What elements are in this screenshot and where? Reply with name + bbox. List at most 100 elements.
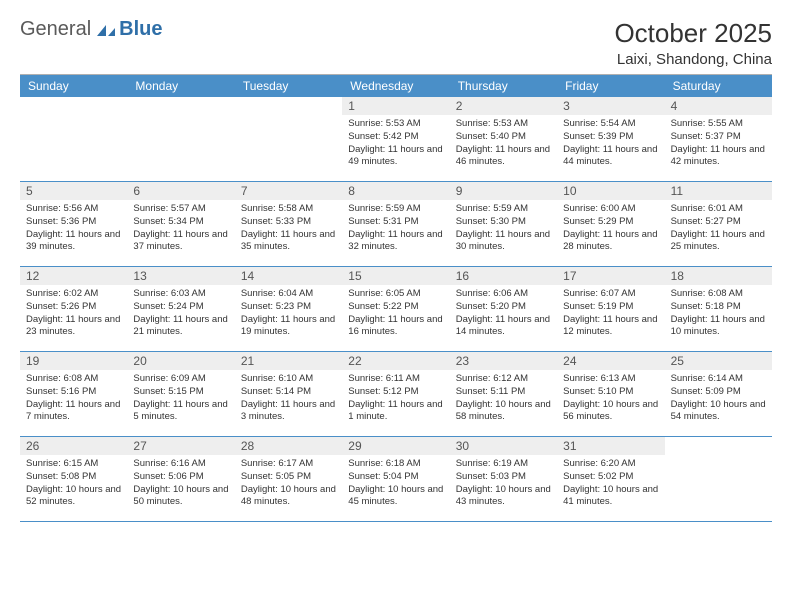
daylight-text: Daylight: 11 hours and 46 minutes. xyxy=(456,144,551,170)
sunrise-text: Sunrise: 6:19 AM xyxy=(456,458,551,471)
day-number: 24 xyxy=(557,352,664,370)
day-details: Sunrise: 6:04 AMSunset: 5:23 PMDaylight:… xyxy=(235,285,342,343)
sunset-text: Sunset: 5:24 PM xyxy=(133,301,228,314)
day-details: Sunrise: 6:13 AMSunset: 5:10 PMDaylight:… xyxy=(557,370,664,428)
day-details: Sunrise: 6:02 AMSunset: 5:26 PMDaylight:… xyxy=(20,285,127,343)
calendar-cell: 6Sunrise: 5:57 AMSunset: 5:34 PMDaylight… xyxy=(127,182,234,266)
sunrise-text: Sunrise: 6:11 AM xyxy=(348,373,443,386)
calendar: SundayMondayTuesdayWednesdayThursdayFrid… xyxy=(20,74,772,522)
sunrise-text: Sunrise: 5:59 AM xyxy=(348,203,443,216)
sunset-text: Sunset: 5:33 PM xyxy=(241,216,336,229)
calendar-cell-empty xyxy=(665,437,772,521)
calendar-cell: 21Sunrise: 6:10 AMSunset: 5:14 PMDayligh… xyxy=(235,352,342,436)
day-number: 25 xyxy=(665,352,772,370)
day-details: Sunrise: 6:10 AMSunset: 5:14 PMDaylight:… xyxy=(235,370,342,428)
day-number: 3 xyxy=(557,97,664,115)
sunrise-text: Sunrise: 5:53 AM xyxy=(456,118,551,131)
calendar-cell: 7Sunrise: 5:58 AMSunset: 5:33 PMDaylight… xyxy=(235,182,342,266)
calendar-weeks: 1Sunrise: 5:53 AMSunset: 5:42 PMDaylight… xyxy=(20,97,772,522)
daylight-text: Daylight: 11 hours and 12 minutes. xyxy=(563,314,658,340)
weekday-header: Saturday xyxy=(665,75,772,97)
day-number: 19 xyxy=(20,352,127,370)
sunrise-text: Sunrise: 6:02 AM xyxy=(26,288,121,301)
page-title: October 2025 xyxy=(614,18,772,49)
calendar-week: 1Sunrise: 5:53 AMSunset: 5:42 PMDaylight… xyxy=(20,97,772,182)
day-number: 16 xyxy=(450,267,557,285)
sunset-text: Sunset: 5:16 PM xyxy=(26,386,121,399)
day-details: Sunrise: 6:01 AMSunset: 5:27 PMDaylight:… xyxy=(665,200,772,258)
calendar-cell: 31Sunrise: 6:20 AMSunset: 5:02 PMDayligh… xyxy=(557,437,664,521)
day-number: 1 xyxy=(342,97,449,115)
day-number: 9 xyxy=(450,182,557,200)
calendar-cell-empty xyxy=(235,97,342,181)
day-number: 4 xyxy=(665,97,772,115)
sunset-text: Sunset: 5:11 PM xyxy=(456,386,551,399)
day-details: Sunrise: 6:08 AMSunset: 5:18 PMDaylight:… xyxy=(665,285,772,343)
header: General Blue October 2025 Laixi, Shandon… xyxy=(20,18,772,68)
logo-text-blue: Blue xyxy=(119,18,162,41)
day-number: 13 xyxy=(127,267,234,285)
sunrise-text: Sunrise: 6:06 AM xyxy=(456,288,551,301)
weekday-header: Sunday xyxy=(20,75,127,97)
day-number: 28 xyxy=(235,437,342,455)
sunrise-text: Sunrise: 6:16 AM xyxy=(133,458,228,471)
day-number: 15 xyxy=(342,267,449,285)
day-details: Sunrise: 5:59 AMSunset: 5:30 PMDaylight:… xyxy=(450,200,557,258)
calendar-cell: 25Sunrise: 6:14 AMSunset: 5:09 PMDayligh… xyxy=(665,352,772,436)
daylight-text: Daylight: 11 hours and 44 minutes. xyxy=(563,144,658,170)
calendar-cell: 9Sunrise: 5:59 AMSunset: 5:30 PMDaylight… xyxy=(450,182,557,266)
calendar-cell-empty xyxy=(127,97,234,181)
sunrise-text: Sunrise: 6:17 AM xyxy=(241,458,336,471)
day-details: Sunrise: 6:17 AMSunset: 5:05 PMDaylight:… xyxy=(235,455,342,513)
calendar-cell: 28Sunrise: 6:17 AMSunset: 5:05 PMDayligh… xyxy=(235,437,342,521)
sunrise-text: Sunrise: 6:08 AM xyxy=(671,288,766,301)
weekday-header: Thursday xyxy=(450,75,557,97)
sunset-text: Sunset: 5:04 PM xyxy=(348,471,443,484)
calendar-cell: 20Sunrise: 6:09 AMSunset: 5:15 PMDayligh… xyxy=(127,352,234,436)
calendar-cell: 19Sunrise: 6:08 AMSunset: 5:16 PMDayligh… xyxy=(20,352,127,436)
daylight-text: Daylight: 11 hours and 7 minutes. xyxy=(26,399,121,425)
daylight-text: Daylight: 10 hours and 48 minutes. xyxy=(241,484,336,510)
sunset-text: Sunset: 5:22 PM xyxy=(348,301,443,314)
daylight-text: Daylight: 11 hours and 42 minutes. xyxy=(671,144,766,170)
sunrise-text: Sunrise: 5:56 AM xyxy=(26,203,121,216)
day-details: Sunrise: 6:20 AMSunset: 5:02 PMDaylight:… xyxy=(557,455,664,513)
calendar-cell: 4Sunrise: 5:55 AMSunset: 5:37 PMDaylight… xyxy=(665,97,772,181)
day-details: Sunrise: 5:55 AMSunset: 5:37 PMDaylight:… xyxy=(665,115,772,173)
day-details: Sunrise: 6:08 AMSunset: 5:16 PMDaylight:… xyxy=(20,370,127,428)
sunset-text: Sunset: 5:37 PM xyxy=(671,131,766,144)
sunset-text: Sunset: 5:23 PM xyxy=(241,301,336,314)
daylight-text: Daylight: 11 hours and 5 minutes. xyxy=(133,399,228,425)
day-details: Sunrise: 6:16 AMSunset: 5:06 PMDaylight:… xyxy=(127,455,234,513)
day-details: Sunrise: 6:09 AMSunset: 5:15 PMDaylight:… xyxy=(127,370,234,428)
daylight-text: Daylight: 10 hours and 41 minutes. xyxy=(563,484,658,510)
sunrise-text: Sunrise: 5:54 AM xyxy=(563,118,658,131)
calendar-cell: 1Sunrise: 5:53 AMSunset: 5:42 PMDaylight… xyxy=(342,97,449,181)
sunset-text: Sunset: 5:03 PM xyxy=(456,471,551,484)
daylight-text: Daylight: 11 hours and 35 minutes. xyxy=(241,229,336,255)
day-details: Sunrise: 6:06 AMSunset: 5:20 PMDaylight:… xyxy=(450,285,557,343)
day-number: 18 xyxy=(665,267,772,285)
sunrise-text: Sunrise: 6:12 AM xyxy=(456,373,551,386)
sunset-text: Sunset: 5:36 PM xyxy=(26,216,121,229)
weekday-header-row: SundayMondayTuesdayWednesdayThursdayFrid… xyxy=(20,75,772,97)
day-details: Sunrise: 6:11 AMSunset: 5:12 PMDaylight:… xyxy=(342,370,449,428)
sunset-text: Sunset: 5:26 PM xyxy=(26,301,121,314)
daylight-text: Daylight: 11 hours and 14 minutes. xyxy=(456,314,551,340)
daylight-text: Daylight: 10 hours and 56 minutes. xyxy=(563,399,658,425)
calendar-cell: 18Sunrise: 6:08 AMSunset: 5:18 PMDayligh… xyxy=(665,267,772,351)
daylight-text: Daylight: 11 hours and 16 minutes. xyxy=(348,314,443,340)
day-number: 6 xyxy=(127,182,234,200)
weekday-header: Monday xyxy=(127,75,234,97)
day-number: 31 xyxy=(557,437,664,455)
daylight-text: Daylight: 10 hours and 54 minutes. xyxy=(671,399,766,425)
calendar-cell: 23Sunrise: 6:12 AMSunset: 5:11 PMDayligh… xyxy=(450,352,557,436)
sunset-text: Sunset: 5:31 PM xyxy=(348,216,443,229)
day-number: 12 xyxy=(20,267,127,285)
calendar-cell: 26Sunrise: 6:15 AMSunset: 5:08 PMDayligh… xyxy=(20,437,127,521)
daylight-text: Daylight: 11 hours and 3 minutes. xyxy=(241,399,336,425)
sunset-text: Sunset: 5:15 PM xyxy=(133,386,228,399)
day-number: 8 xyxy=(342,182,449,200)
day-details: Sunrise: 6:19 AMSunset: 5:03 PMDaylight:… xyxy=(450,455,557,513)
sunrise-text: Sunrise: 6:13 AM xyxy=(563,373,658,386)
